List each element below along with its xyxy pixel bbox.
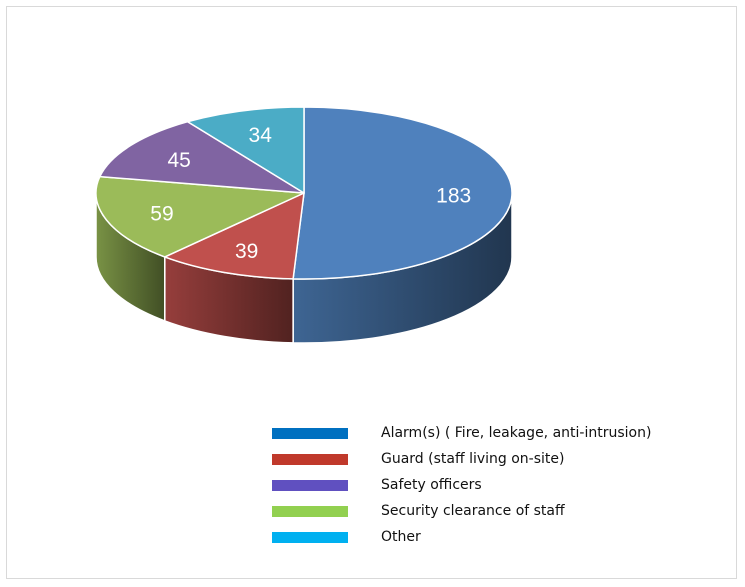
legend-label-0: Alarm(s) ( Fire, leakage, anti-intrusion… [381,425,652,441]
pie-labels: 183 39 59 45 34 [150,124,471,263]
data-label-4: 34 [249,124,273,147]
data-label-0: 183 [436,185,471,208]
data-label-2: 59 [150,203,173,226]
legend-label-2: Safety officers [381,477,482,493]
pie-slice-3 [99,120,305,194]
legend: Alarm(s) ( Fire, leakage, anti-intrusion… [272,421,651,551]
legend-label-1: Guard (staff living on-site) [381,451,565,467]
legend-label-3: Security clearance of staff [381,503,565,519]
legend-label-4: Other [381,529,421,545]
pie-sides [95,192,513,344]
legend-item-2: Safety officers [272,473,651,497]
legend-swatch-1 [272,453,348,465]
data-label-1: 39 [235,240,258,263]
legend-item-0: Alarm(s) ( Fire, leakage, anti-intrusion… [272,421,651,445]
legend-swatch-4 [272,531,348,543]
legend-swatch-0 [272,427,348,439]
legend-swatch-2 [272,479,348,491]
data-label-3: 45 [167,149,190,172]
legend-item-4: Other [272,525,651,549]
pie-slice-2 [95,175,305,258]
pie-slice-0 [292,106,513,280]
legend-item-1: Guard (staff living on-site) [272,447,651,471]
pie-tops [95,106,513,280]
pie-slice-4 [186,106,305,194]
pie-slice-1 [164,192,305,280]
legend-swatch-3 [272,505,348,517]
legend-item-3: Security clearance of staff [272,499,651,523]
